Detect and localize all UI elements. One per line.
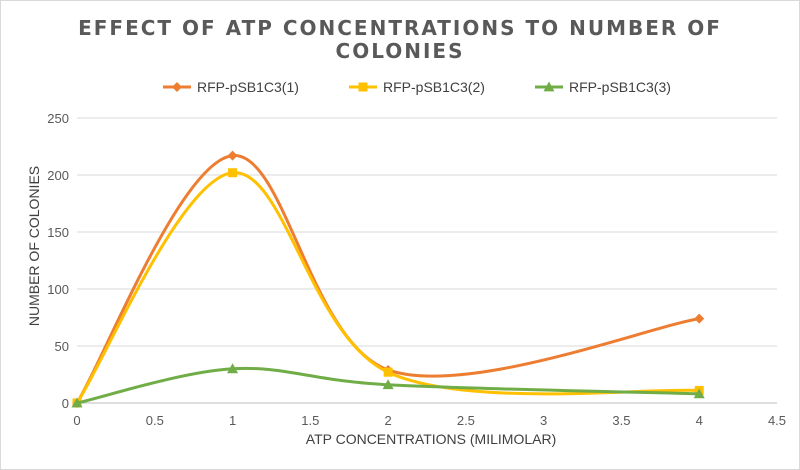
x-tick-label: 2.5 bbox=[457, 413, 475, 428]
x-tick-label: 2 bbox=[384, 413, 391, 428]
legend-marker bbox=[172, 82, 182, 92]
legend-marker bbox=[358, 82, 368, 92]
data-series bbox=[71, 150, 705, 408]
legend-item: RFP-pSB1C3(2) bbox=[349, 79, 485, 95]
data-point bbox=[71, 397, 83, 408]
legend-label: RFP-pSB1C3(2) bbox=[383, 79, 485, 95]
data-point bbox=[227, 150, 238, 161]
series-line bbox=[75, 154, 701, 405]
series-line bbox=[75, 366, 701, 405]
series-line bbox=[75, 171, 701, 405]
legend-label: RFP-pSB1C3(1) bbox=[197, 79, 299, 95]
series-3 bbox=[71, 363, 705, 408]
data-point bbox=[228, 168, 238, 178]
series-2 bbox=[72, 168, 704, 408]
x-tick-label: 0.5 bbox=[146, 413, 164, 428]
legend-label: RFP-pSB1C3(3) bbox=[569, 79, 671, 95]
y-tick-label: 250 bbox=[47, 111, 69, 126]
legend-item: RFP-pSB1C3(3) bbox=[535, 79, 671, 95]
chart-title-line-1: EFFECT OF ATP CONCENTRATIONS TO NUMBER O… bbox=[78, 16, 722, 40]
y-tick-label: 100 bbox=[47, 282, 69, 297]
x-tick-label: 1 bbox=[229, 413, 236, 428]
chart-legend: RFP-pSB1C3(1) RFP-pSB1C3(2) RFP-pSB1C3(3) bbox=[163, 79, 671, 95]
y-axis-title: NUMBER OF COLONIES bbox=[26, 166, 42, 326]
data-point bbox=[382, 379, 394, 390]
x-tick-label: 4.5 bbox=[768, 413, 786, 428]
data-point bbox=[694, 313, 705, 324]
data-point bbox=[227, 363, 239, 374]
x-tick-label: 3.5 bbox=[612, 413, 630, 428]
y-tick-label: 150 bbox=[47, 225, 69, 240]
gridlines bbox=[77, 117, 777, 404]
data-point bbox=[383, 367, 393, 377]
x-tick-label: 1.5 bbox=[301, 413, 319, 428]
legend-item: RFP-pSB1C3(1) bbox=[163, 79, 299, 95]
x-tick-label: 4 bbox=[696, 413, 703, 428]
x-tick-label: 3 bbox=[540, 413, 547, 428]
x-axis-ticks: 0 0.5 1 1.5 2 2.5 3 3.5 4 4.5 bbox=[73, 413, 786, 428]
y-tick-label: 50 bbox=[55, 339, 69, 354]
y-tick-label: 0 bbox=[62, 396, 69, 411]
chart-title-line-2: COLONIES bbox=[336, 39, 465, 63]
x-axis-title: ATP CONCENTRATIONS (MILIMOLAR) bbox=[306, 431, 556, 447]
x-tick-label: 0 bbox=[73, 413, 80, 428]
data-point bbox=[693, 388, 705, 399]
y-tick-label: 200 bbox=[47, 168, 69, 183]
legend-marker bbox=[543, 81, 555, 92]
y-axis-ticks: 0 50 100 150 200 250 bbox=[47, 111, 69, 411]
